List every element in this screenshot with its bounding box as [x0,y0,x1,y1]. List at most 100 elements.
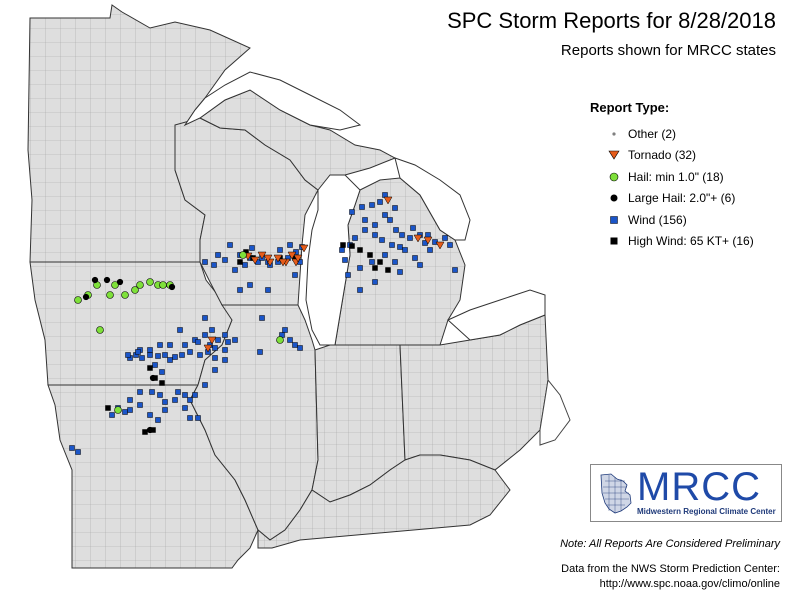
tornado-report-marker [299,244,309,253]
wind-report-marker [407,235,413,241]
wind-report-marker [195,339,201,345]
wind-report-marker [222,257,228,263]
large-hail-report-marker [146,426,154,434]
tornado-report-marker [423,236,433,245]
wind-report-marker [195,415,201,421]
wind-report-marker [369,202,375,208]
wind-report-marker [393,227,399,233]
tornado-report-marker [207,336,217,345]
wind-report-marker [399,232,405,238]
wind-report-marker [75,449,81,455]
legend-item-wind: Wind (156) [606,209,790,231]
large-hail-report-marker [82,293,90,301]
wind-report-marker [159,369,165,375]
legend-item-tornado: Tornado (32) [606,145,790,167]
wind-report-marker [357,287,363,293]
wind-report-marker [349,209,355,215]
wind-report-marker [125,352,131,358]
wind-report-marker [152,362,158,368]
wind-report-marker [202,332,208,338]
logo-subtext: Midwestern Regional Climate Center [637,507,776,516]
wind-report-marker [369,259,375,265]
high-wind-report-marker [377,259,383,265]
wind-report-marker [372,222,378,228]
wind-report-marker [232,267,238,273]
high-wind-report-marker [349,243,355,249]
wind-report-marker [225,339,231,345]
wind-report-marker [287,337,293,343]
wind-report-marker [211,262,217,268]
wind-report-marker [382,212,388,218]
wind-report-marker [277,247,283,253]
wind-report-marker [389,242,395,248]
high-wind-report-marker [105,405,111,411]
hail-report-marker [146,278,154,286]
high-wind-report-marker [147,365,153,371]
wind-report-marker [382,252,388,258]
mrcc-logo: MRCC Midwestern Regional Climate Center [590,464,782,522]
high-wind-report-marker [357,247,363,253]
high-wind-report-marker [385,267,391,273]
preliminary-note: Note: All Reports Are Considered Prelimi… [560,538,780,550]
wind-report-marker [202,259,208,265]
wind-report-marker [127,407,133,413]
high-wind-square-icon [606,235,622,247]
wind-report-marker [137,402,143,408]
wind-report-marker [297,345,303,351]
legend-item-high-wind: High Wind: 65 KT+ (16) [606,231,790,253]
tornado-report-marker [293,254,303,263]
wind-report-marker [187,349,193,355]
high-wind-report-marker [372,265,378,271]
hail-report-marker [239,251,247,259]
wind-report-marker [202,315,208,321]
wind-report-marker [179,352,185,358]
wind-report-marker [222,347,228,353]
high-wind-report-marker [159,380,165,386]
large-hail-report-marker [149,374,157,382]
wind-report-marker [357,265,363,271]
wind-report-marker [139,355,145,361]
wind-report-marker [182,342,188,348]
wind-report-marker [147,352,153,358]
wind-report-marker [242,262,248,268]
large-hail-report-marker [103,276,111,284]
wind-report-marker [259,315,265,321]
wind-report-marker [202,382,208,388]
wind-report-marker [359,204,365,210]
wind-report-marker [372,232,378,238]
wind-report-marker [442,235,448,241]
wind-report-marker [212,345,218,351]
wind-report-marker [135,349,141,355]
tornado-report-marker [250,256,260,265]
wind-report-marker [292,272,298,278]
high-wind-report-marker [340,242,346,248]
tornado-report-marker [273,254,283,263]
tornado-report-marker [383,196,393,205]
wind-report-marker [147,347,153,353]
wind-report-marker [172,397,178,403]
wind-report-marker [345,272,351,278]
wind-report-marker [452,267,458,273]
map-subtitle: Reports shown for MRCC states [560,42,776,59]
wind-report-marker [372,279,378,285]
wind-report-marker [227,242,233,248]
wind-report-marker [215,337,221,343]
wind-report-marker [427,247,433,253]
legend: Report Type: Other (2) Tornado (32) Hail… [590,100,790,252]
state-kentucky [257,454,511,549]
wind-report-marker [167,342,173,348]
wind-report-marker [155,353,161,359]
wind-report-marker [162,407,168,413]
wind-report-marker [155,417,161,423]
wind-report-marker [362,227,368,233]
wind-report-marker [287,242,293,248]
wind-report-marker [122,409,128,415]
wind-report-marker [237,287,243,293]
lake-erie [447,289,546,341]
wind-report-marker [149,389,155,395]
large-hail-report-marker [91,276,99,284]
wind-report-marker [197,352,203,358]
hail-report-marker [121,291,129,299]
midwest-map-icon [600,473,632,514]
wind-report-marker [339,247,345,253]
